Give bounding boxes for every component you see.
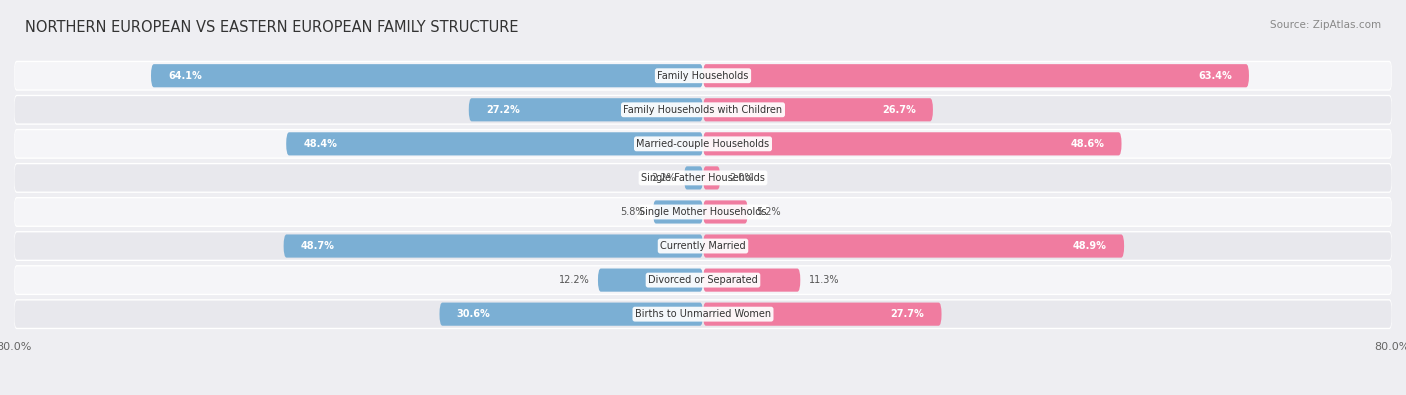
Text: NORTHERN EUROPEAN VS EASTERN EUROPEAN FAMILY STRUCTURE: NORTHERN EUROPEAN VS EASTERN EUROPEAN FA… xyxy=(25,20,519,35)
FancyBboxPatch shape xyxy=(14,95,1392,125)
Text: 48.6%: 48.6% xyxy=(1070,139,1104,149)
FancyBboxPatch shape xyxy=(14,198,1392,226)
FancyBboxPatch shape xyxy=(14,232,1392,260)
FancyBboxPatch shape xyxy=(703,64,1249,87)
FancyBboxPatch shape xyxy=(14,130,1392,158)
FancyBboxPatch shape xyxy=(14,129,1392,159)
FancyBboxPatch shape xyxy=(703,132,1122,156)
Text: 63.4%: 63.4% xyxy=(1198,71,1232,81)
FancyBboxPatch shape xyxy=(14,62,1392,89)
Text: 48.4%: 48.4% xyxy=(304,139,337,149)
FancyBboxPatch shape xyxy=(14,197,1392,227)
FancyBboxPatch shape xyxy=(14,267,1392,294)
FancyBboxPatch shape xyxy=(14,61,1392,91)
Text: Single Father Households: Single Father Households xyxy=(641,173,765,183)
Text: 48.7%: 48.7% xyxy=(301,241,335,251)
Text: Currently Married: Currently Married xyxy=(661,241,745,251)
Text: Single Mother Households: Single Mother Households xyxy=(640,207,766,217)
Text: 64.1%: 64.1% xyxy=(169,71,202,81)
Text: Family Households with Children: Family Households with Children xyxy=(623,105,783,115)
FancyBboxPatch shape xyxy=(150,64,703,87)
FancyBboxPatch shape xyxy=(703,200,748,224)
Text: 5.2%: 5.2% xyxy=(756,207,780,217)
Text: 27.2%: 27.2% xyxy=(486,105,520,115)
FancyBboxPatch shape xyxy=(14,301,1392,328)
FancyBboxPatch shape xyxy=(685,166,703,190)
FancyBboxPatch shape xyxy=(14,299,1392,329)
FancyBboxPatch shape xyxy=(468,98,703,121)
FancyBboxPatch shape xyxy=(703,235,1125,258)
FancyBboxPatch shape xyxy=(14,164,1392,192)
FancyBboxPatch shape xyxy=(14,265,1392,295)
Text: 2.2%: 2.2% xyxy=(651,173,675,183)
Text: 48.9%: 48.9% xyxy=(1073,241,1107,251)
Text: 27.7%: 27.7% xyxy=(890,309,924,319)
FancyBboxPatch shape xyxy=(284,235,703,258)
Text: Family Households: Family Households xyxy=(658,71,748,81)
Legend: Northern European, Eastern European: Northern European, Eastern European xyxy=(560,391,846,395)
FancyBboxPatch shape xyxy=(703,303,942,326)
FancyBboxPatch shape xyxy=(703,166,720,190)
FancyBboxPatch shape xyxy=(598,269,703,292)
Text: 2.0%: 2.0% xyxy=(728,173,754,183)
Text: Divorced or Separated: Divorced or Separated xyxy=(648,275,758,285)
Text: 5.8%: 5.8% xyxy=(620,207,644,217)
FancyBboxPatch shape xyxy=(14,163,1392,193)
FancyBboxPatch shape xyxy=(652,200,703,224)
FancyBboxPatch shape xyxy=(440,303,703,326)
Text: Source: ZipAtlas.com: Source: ZipAtlas.com xyxy=(1270,20,1381,30)
Text: Married-couple Households: Married-couple Households xyxy=(637,139,769,149)
Text: 11.3%: 11.3% xyxy=(808,275,839,285)
FancyBboxPatch shape xyxy=(703,98,934,121)
Text: 26.7%: 26.7% xyxy=(882,105,915,115)
FancyBboxPatch shape xyxy=(703,269,800,292)
FancyBboxPatch shape xyxy=(14,231,1392,261)
Text: 12.2%: 12.2% xyxy=(558,275,589,285)
Text: Births to Unmarried Women: Births to Unmarried Women xyxy=(636,309,770,319)
FancyBboxPatch shape xyxy=(14,96,1392,123)
Text: 30.6%: 30.6% xyxy=(457,309,491,319)
FancyBboxPatch shape xyxy=(287,132,703,156)
